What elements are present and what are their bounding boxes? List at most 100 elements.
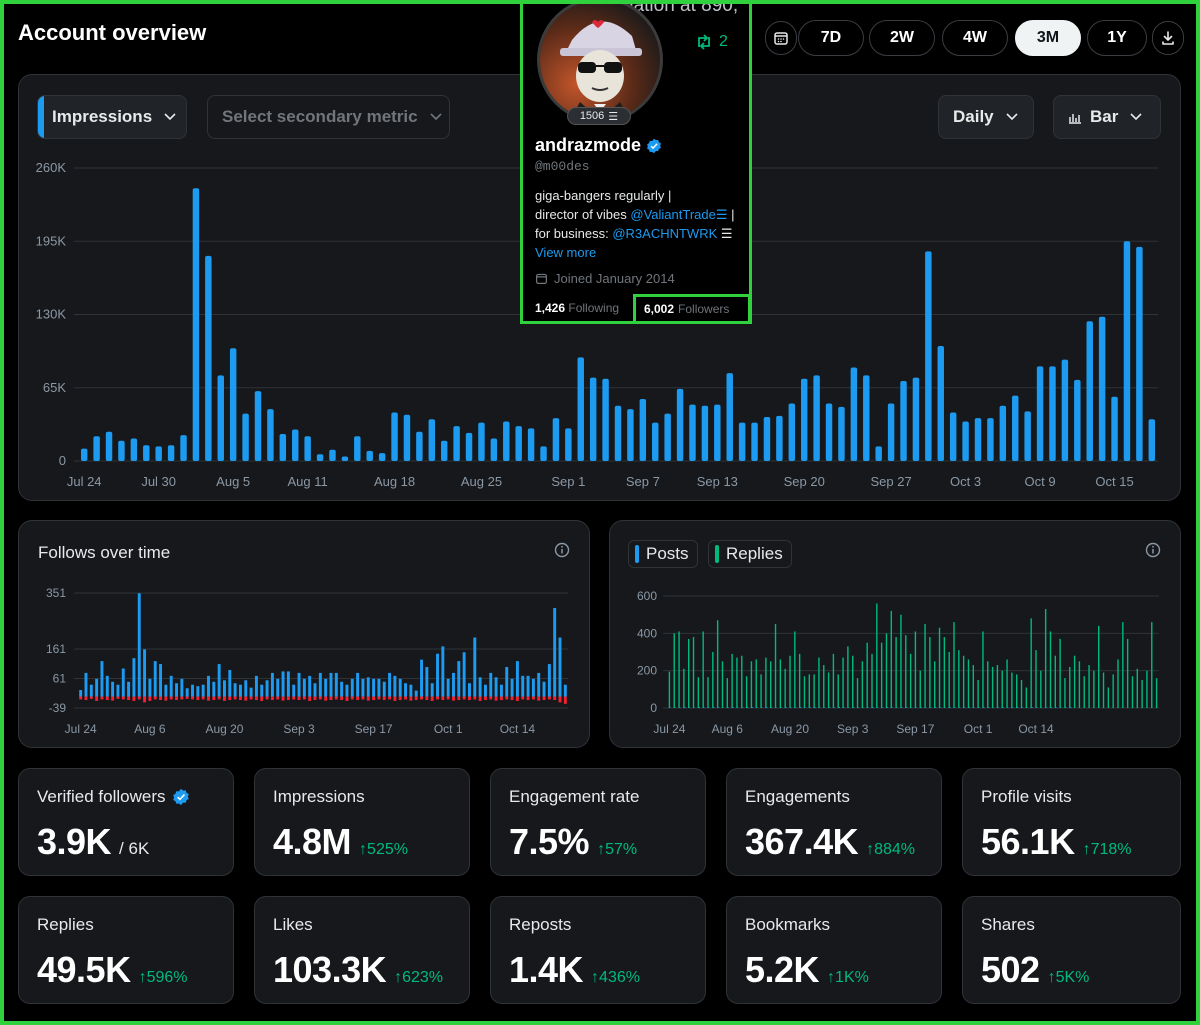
stat-impressions[interactable]: Impressions 4.8M ↑525% [254,768,470,876]
range-2w-button[interactable]: 2W [869,20,935,56]
avatar[interactable] [537,3,663,123]
info-icon[interactable] [554,542,570,558]
profile-name-row[interactable]: andrazmode [535,135,662,156]
follows-bar [191,684,194,697]
stat-likes[interactable]: Likes 103.3K ↑623% [254,896,470,1004]
impressions-bar [1123,241,1131,461]
stat-engagements[interactable]: Engagements 367.4K ↑884% [726,768,942,876]
repost-indicator[interactable]: 2 [695,33,728,51]
posts-bar [766,707,768,708]
posts-bar [684,707,686,708]
impressions-bar [751,422,758,461]
posts-bar [968,707,971,708]
follows-bar [462,652,466,697]
posts-bar [1002,707,1004,708]
posts-bar [1045,707,1048,708]
replies-bar [716,620,719,708]
stat-reposts[interactable]: Reposts 1.4K ↑436% [490,896,706,1004]
x-tick-label: Jul 24 [67,474,102,489]
bio-link-valianttrade[interactable]: @ValiantTrade [630,207,716,222]
secondary-metric-select[interactable]: Select secondary metric [207,95,450,139]
posts-bar [915,707,918,708]
follows-bar [276,678,280,697]
followers-stat[interactable]: 6,002 Followers [633,294,749,321]
y-tick-label: -39 [49,701,67,715]
stat-value: 5.2K [745,949,820,990]
range-4w-button[interactable]: 4W [942,20,1008,56]
impressions-bar [1086,321,1093,461]
legend-replies[interactable]: Replies [708,540,792,568]
primary-metric-select[interactable]: Impressions [37,95,187,139]
replies-bar [1141,680,1143,708]
following-stat[interactable]: 1,426 Following [535,301,619,315]
follows-bar [553,608,557,697]
download-button[interactable] [1152,21,1184,55]
replies-bar [1098,625,1100,708]
x-tick-label: Sep 20 [784,474,825,489]
stat-verified-followers[interactable]: Verified followers 3.9K / 6K [18,768,234,876]
replies-bar [1136,668,1138,708]
replies-bar [958,650,960,708]
posts-bar [853,707,855,708]
follows-bar [281,671,285,697]
impressions-bar [1049,366,1056,461]
impressions-bar [1024,411,1031,461]
follows-bar [318,672,322,697]
impressions-bar [813,375,820,461]
interval-select[interactable]: Daily [938,95,1034,139]
follows-bar [196,686,200,697]
stat-engagement-rate[interactable]: Engagement rate 7.5% ↑57% [490,768,706,876]
follows-bar [180,678,184,697]
chart-type-select[interactable]: Bar [1053,95,1161,139]
replies-bar [982,631,984,708]
replies-bar [832,653,835,708]
unfollows-bar [515,696,519,701]
bio-link-r3achntwrk[interactable]: @R3ACHNTWRK [612,226,718,241]
follows-bar [420,659,423,697]
follows-bar [372,678,376,697]
calendar-button[interactable] [765,21,797,55]
impressions-bar [937,346,944,461]
legend-posts[interactable]: Posts [628,540,698,568]
replies-bar [948,652,950,708]
unfollows-bar [100,696,104,700]
unfollows-bar [542,696,546,701]
x-tick-label: Oct 14 [500,722,536,736]
stat-shares[interactable]: Shares 502 ↑5K% [962,896,1181,1004]
stat-replies[interactable]: Replies 49.5K ↑596% [18,896,234,1004]
posts-bar [795,707,797,708]
posts-bar [1055,707,1057,708]
impressions-bar [304,436,311,461]
impressions-bar [316,454,324,461]
unfollows-bar [276,696,280,700]
y-tick-label: 200 [637,664,657,678]
unfollows-bar [302,696,306,700]
replies-bar [750,661,753,708]
unfollows-bar [164,696,168,701]
impressions-bar [825,403,833,461]
replies-bar [962,655,965,708]
replies-bar [991,666,994,708]
range-1y-button[interactable]: 1Y [1087,20,1147,56]
chevron-down-icon [1130,113,1142,121]
stat-change: ↑623% [394,969,444,986]
unfollows-bar [270,696,274,701]
stat-value-wrap: 502 ↑5K% [981,949,1089,991]
joined-text: Joined January 2014 [554,271,675,286]
replies-bar [1064,678,1066,708]
posts-bar [674,707,676,708]
follows-bar [95,678,99,697]
range-7d-button[interactable]: 7D [798,20,864,56]
follows-bar [382,681,386,697]
info-icon[interactable] [1145,542,1161,558]
replies-bar [770,661,772,708]
impressions-bar [912,377,920,461]
view-more-link[interactable]: View more [535,245,597,260]
stat-label: Engagement rate [509,787,640,806]
stat-bookmarks[interactable]: Bookmarks 5.2K ↑1K% [726,896,942,1004]
follows-bar [436,653,439,697]
replies-bar [837,674,839,708]
follows-bar [499,684,503,697]
stat-profile-visits[interactable]: Profile visits 56.1K ↑718% [962,768,1181,876]
range-3m-button[interactable]: 3M [1015,20,1081,56]
